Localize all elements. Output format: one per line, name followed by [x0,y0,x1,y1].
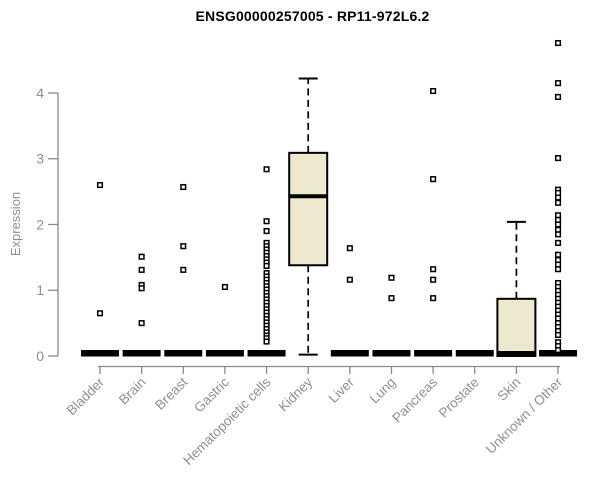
box [288,151,329,267]
outlier-point [180,243,187,250]
outlier-point [554,155,562,162]
outlier-point [430,266,437,273]
x-tick-label: Prostate [436,375,482,421]
outlier-point [554,347,562,354]
outlier-point [388,295,395,302]
x-tick-label: Unknown / Other [483,374,566,457]
collapsed-box [122,350,161,357]
outlier-point [554,239,562,246]
outlier-point [554,39,562,47]
outlier-point [138,253,145,260]
outlier-point [554,266,562,273]
outlier-point [554,199,562,206]
box [496,297,537,357]
outlier-point [554,93,562,100]
outlier-point [263,338,270,345]
y-tick-label: 0 [36,348,44,364]
outlier-point [554,251,562,258]
outlier-point [430,176,437,183]
collapsed-box [164,350,203,357]
collapsed-box [539,350,578,357]
outlier-point [138,285,145,292]
x-tick-label: Lung [367,375,399,407]
collapsed-box [81,350,119,357]
x-tick-label: Gastric [191,374,232,415]
y-tick-label: 1 [36,282,44,298]
outlier-point [346,245,353,252]
outlier-point [430,276,437,283]
outlier-point [263,228,270,235]
collapsed-box [205,350,244,357]
outlier-point [263,262,270,269]
x-tick-label: Pancreas [389,374,440,425]
outlier-point [430,87,437,95]
outlier-point [96,182,104,189]
x-tick-label: Brain [116,375,149,408]
outlier-point [346,276,353,283]
x-tick-label: Breast [152,374,190,412]
collapsed-box [414,350,453,357]
outlier-point [554,331,562,339]
outlier-point [430,295,437,302]
y-tick-label: 3 [36,151,44,167]
chart-title: ENSG00000257005 - RP11-972L6.2 [195,8,430,24]
y-tick-label: 2 [36,216,44,232]
x-tick-label: Kidney [276,374,316,414]
outlier-point [180,183,187,191]
outlier-point [138,320,145,327]
outlier-point [554,221,562,228]
x-tick-label: Skin [494,375,523,404]
x-tick-label: Liver [326,374,358,406]
outlier-point [138,266,145,273]
x-tick-label: Bladder [64,374,108,418]
y-tick-label: 4 [36,85,44,101]
outlier-point [180,266,187,273]
outlier-point [263,218,270,225]
outlier-point [554,80,562,87]
collapsed-box [372,350,411,357]
outlier-point [221,283,228,291]
outlier-point [554,231,562,238]
collapsed-box [330,350,369,357]
outlier-point [388,274,395,281]
outlier-point [96,310,104,317]
collapsed-box [247,350,286,357]
outlier-point [554,194,562,201]
collapsed-box [455,350,494,357]
outlier-point [263,166,270,173]
